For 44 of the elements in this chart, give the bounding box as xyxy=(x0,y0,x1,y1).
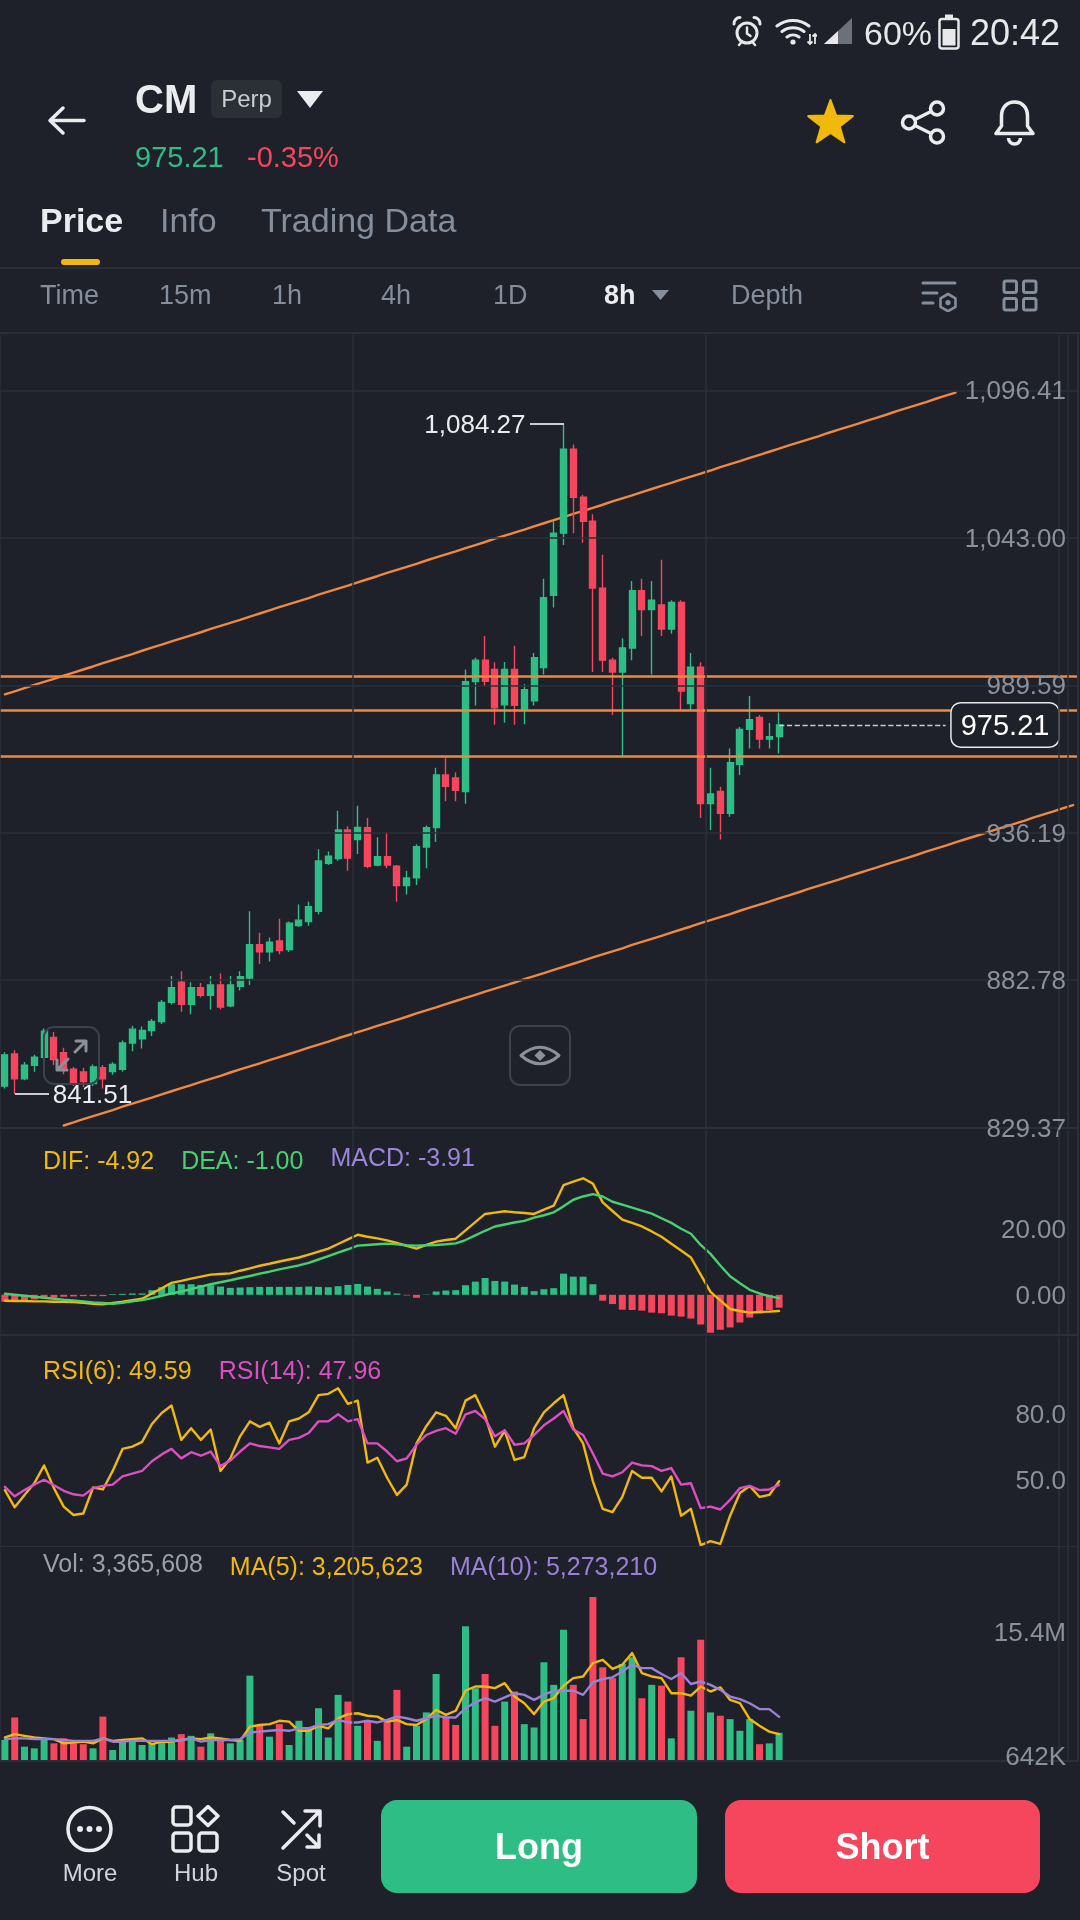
text: 1D xyxy=(493,280,528,310)
y-tick-label: 80.0 xyxy=(1015,1399,1066,1430)
text: Hub xyxy=(173,1859,219,1886)
y-tick-label: 882.78 xyxy=(986,965,1066,996)
short-button: Short xyxy=(725,1800,1040,1893)
text: Info xyxy=(160,201,217,239)
text: 60% xyxy=(864,14,933,52)
text: Trading Data xyxy=(261,201,457,239)
y-tick-label: 642K xyxy=(1005,1740,1067,1771)
y-tick-label: 829.37 xyxy=(986,1112,1066,1143)
text: More xyxy=(62,1859,118,1886)
annotation: 841.51 xyxy=(52,1078,133,1109)
annotation: MACD: -3.91 xyxy=(330,1143,475,1171)
text: 1h xyxy=(272,280,303,310)
y-tick-label: 0.00 xyxy=(1015,1279,1066,1310)
text: Time xyxy=(40,280,99,310)
chart-title: CM xyxy=(135,77,198,121)
text: -0.35% xyxy=(247,141,339,173)
text: DEA: -1.00 xyxy=(181,1146,304,1174)
y-tick-label: 20.00 xyxy=(1000,1213,1066,1244)
ref-line-label: 975.21 xyxy=(960,708,1050,741)
y-tick-label: 15.4M xyxy=(993,1617,1066,1648)
text: Depth xyxy=(731,280,804,310)
y-tick-label: 989.59 xyxy=(986,670,1066,701)
badge: Perp xyxy=(211,80,282,118)
text: 975.21 xyxy=(135,141,224,173)
y-tick-label: 936.19 xyxy=(986,817,1066,848)
long-button: Long xyxy=(381,1800,697,1893)
y-tick-label: 1,043.00 xyxy=(964,522,1066,553)
y-tick-label: 50.0 xyxy=(1015,1465,1066,1496)
series-label: RSI(6): 49.59 xyxy=(43,1356,192,1384)
text: Price xyxy=(40,201,124,239)
annotation: 1,084.27 xyxy=(424,408,526,439)
text: 8h xyxy=(604,280,636,310)
text: DIF: -4.92 xyxy=(43,1146,155,1174)
text: 20:42 xyxy=(970,12,1061,53)
text: 15m xyxy=(159,280,212,310)
text: 4h xyxy=(381,280,412,310)
annotation: Vol: 3,365,608 xyxy=(43,1549,203,1577)
text: Spot xyxy=(276,1859,326,1886)
series-label: RSI(14): 47.96 xyxy=(218,1356,382,1384)
text: MA(5): 3,205,623 xyxy=(229,1552,424,1580)
y-tick-label: 1,096.41 xyxy=(964,375,1066,406)
text: MA(10): 5,273,210 xyxy=(450,1552,658,1580)
